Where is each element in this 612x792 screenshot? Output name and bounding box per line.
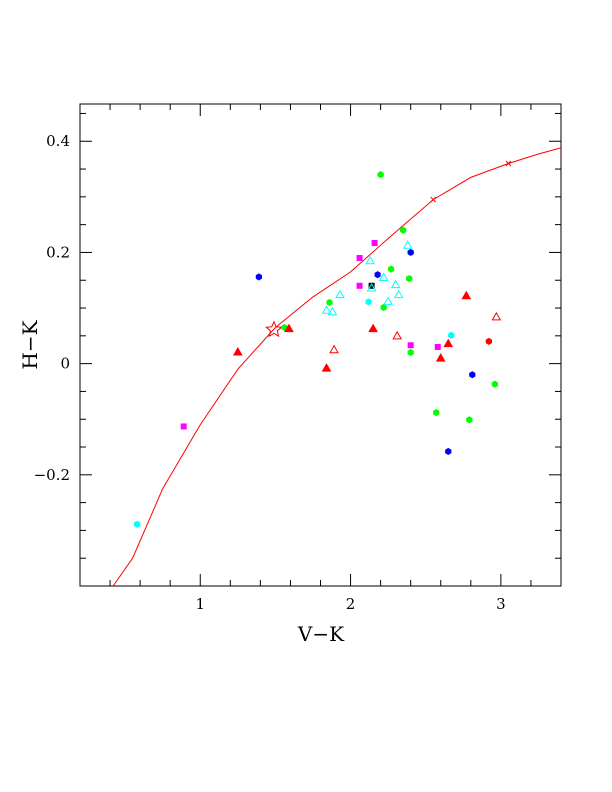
hexagon-point bbox=[485, 337, 492, 345]
open-triangle-point bbox=[378, 272, 389, 281]
square-point bbox=[356, 282, 363, 289]
square-point bbox=[180, 423, 187, 430]
hexagon-point bbox=[388, 265, 395, 273]
x-tick-label: 2 bbox=[346, 595, 356, 613]
model-curve-layer bbox=[112, 147, 561, 586]
hexagon-point bbox=[433, 408, 440, 417]
hexagon-point bbox=[255, 273, 262, 281]
hexagon-point bbox=[466, 416, 473, 424]
x-axis-label: V−K bbox=[297, 622, 345, 646]
square-point bbox=[371, 239, 378, 246]
hexagon-point bbox=[380, 303, 387, 312]
tick-labels: 1 2 3 −0.2 0 0.2 0.4 bbox=[34, 132, 506, 613]
data-points-layer bbox=[134, 171, 502, 528]
open-triangle-point bbox=[390, 279, 401, 289]
filled-triangle-point bbox=[461, 290, 472, 300]
star-marker bbox=[265, 320, 283, 338]
open-triangle-point bbox=[402, 240, 413, 249]
hexagon-point bbox=[365, 298, 372, 306]
filled-triangle-point bbox=[284, 323, 294, 333]
open-triangle-point bbox=[383, 296, 394, 305]
x-tick-label: 3 bbox=[496, 595, 506, 613]
square-point bbox=[368, 282, 375, 289]
open-triangle-point bbox=[365, 255, 375, 265]
hexagon-point bbox=[134, 520, 141, 528]
hexagon-point bbox=[469, 371, 476, 379]
open-triangle-point bbox=[329, 344, 339, 354]
axis-ticks bbox=[79, 104, 562, 587]
hexagon-point bbox=[374, 271, 381, 279]
x-tick-label: 1 bbox=[195, 595, 205, 613]
open-triangle-point bbox=[366, 283, 377, 292]
hexagon-point bbox=[491, 380, 498, 388]
y-tick-label: −0.2 bbox=[34, 466, 70, 484]
square-point bbox=[407, 342, 414, 349]
open-triangle-point bbox=[491, 311, 502, 321]
open-triangle-point bbox=[321, 305, 332, 314]
filled-triangle-point bbox=[232, 346, 243, 356]
square-point bbox=[434, 343, 441, 350]
filled-triangle-point bbox=[443, 338, 454, 348]
hexagon-point bbox=[400, 226, 407, 234]
filled-triangle-point bbox=[435, 353, 446, 362]
hexagon-point bbox=[406, 274, 413, 283]
hexagon-point bbox=[448, 331, 455, 339]
square-point bbox=[356, 254, 363, 261]
hexagon-point bbox=[407, 348, 414, 357]
open-triangle-point bbox=[327, 306, 338, 316]
filled-triangle-point bbox=[321, 363, 332, 372]
open-triangle-point bbox=[393, 289, 404, 299]
y-tick-label: 0 bbox=[60, 355, 70, 373]
y-axis-label: H−K bbox=[18, 319, 42, 369]
curve-cross-marker bbox=[430, 196, 437, 203]
hexagon-point bbox=[326, 298, 333, 307]
open-triangle-point bbox=[392, 330, 403, 340]
model-curve-line bbox=[112, 147, 561, 586]
hexagon-point bbox=[377, 171, 384, 179]
y-tick-label: 0.2 bbox=[46, 243, 70, 261]
filled-triangle-point bbox=[368, 323, 378, 333]
y-tick-label: 0.4 bbox=[46, 132, 70, 150]
hexagon-point bbox=[407, 248, 414, 257]
open-triangle-point bbox=[335, 289, 345, 299]
curve-cross-marker bbox=[505, 160, 512, 167]
hexagon-point bbox=[445, 447, 452, 456]
